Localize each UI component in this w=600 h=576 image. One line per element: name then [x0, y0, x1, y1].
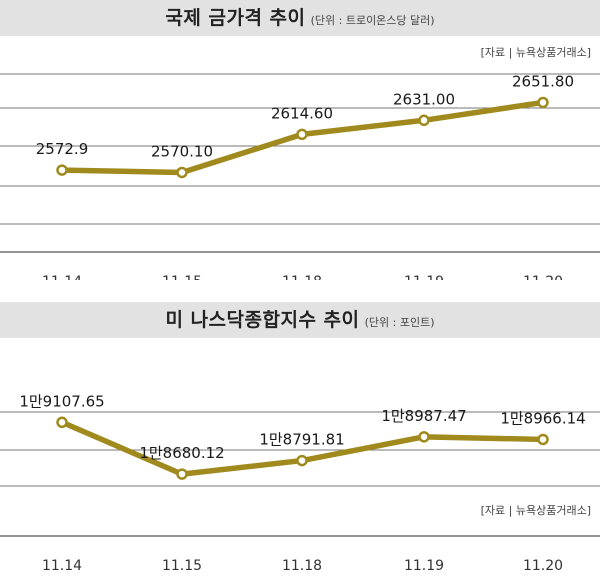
chart2-plot: 1만9107.65 11.14 1만8680.12 11.15 1만8791.81 11.…	[0, 392, 600, 574]
data-label: 2570.10	[151, 142, 213, 160]
data-point	[176, 166, 188, 179]
data-point	[176, 468, 188, 480]
data-point	[418, 431, 430, 443]
data-label: 1만8791.81	[259, 431, 344, 449]
data-point	[537, 433, 549, 446]
data-label: 1만8987.47	[381, 407, 466, 425]
x-tick-label: 11.14	[42, 274, 82, 280]
data-point	[418, 114, 430, 127]
data-label: 2572.9	[36, 140, 89, 158]
x-tick-label: 11.19	[404, 274, 444, 280]
data-label: 2631.00	[393, 90, 455, 108]
data-point	[56, 164, 68, 176]
x-tick-label: 11.18	[282, 274, 322, 280]
x-tick-label: 11.15	[162, 558, 202, 574]
data-point	[537, 96, 549, 109]
chart1-source: [자료 | 뉴욕상품거래소]	[477, 44, 594, 60]
x-tick-label: 11.18	[282, 558, 322, 574]
data-point	[296, 454, 308, 467]
chart2-source: [자료 | 뉴욕상품거래소]	[477, 502, 594, 518]
data-label: 1만8966.14	[500, 409, 585, 427]
chart1-plot: 2572.9 11.14 2570.10 11.15 2614.60 11.18 2631.…	[0, 72, 600, 280]
chart1-title-bar: 국제 금가격 추이 (단위 : 트로이온스당 달러)	[0, 0, 600, 36]
chart2-title-bar: 미 나스닥종합지수 추이 (단위 : 포인트)	[0, 302, 600, 338]
x-tick-label: 11.20	[523, 274, 563, 280]
data-point	[56, 416, 68, 429]
x-tick-label: 11.14	[42, 558, 82, 574]
x-tick-label: 11.15	[162, 274, 202, 280]
x-tick-label: 11.19	[404, 558, 444, 574]
x-tick-label: 11.20	[523, 558, 563, 574]
data-label: 1만9107.65	[19, 392, 104, 410]
data-point	[296, 128, 308, 141]
data-label: 1만8680.12	[139, 444, 224, 462]
chart1-unit: (단위 : 트로이온스당 달러)	[310, 14, 435, 27]
chart2-unit: (단위 : 포인트)	[364, 316, 435, 329]
data-label: 2651.80	[512, 72, 574, 90]
chart1-title: 국제 금가격 추이	[165, 7, 306, 29]
chart2-title: 미 나스닥종합지수 추이	[165, 309, 360, 331]
data-label: 2614.60	[271, 104, 333, 122]
